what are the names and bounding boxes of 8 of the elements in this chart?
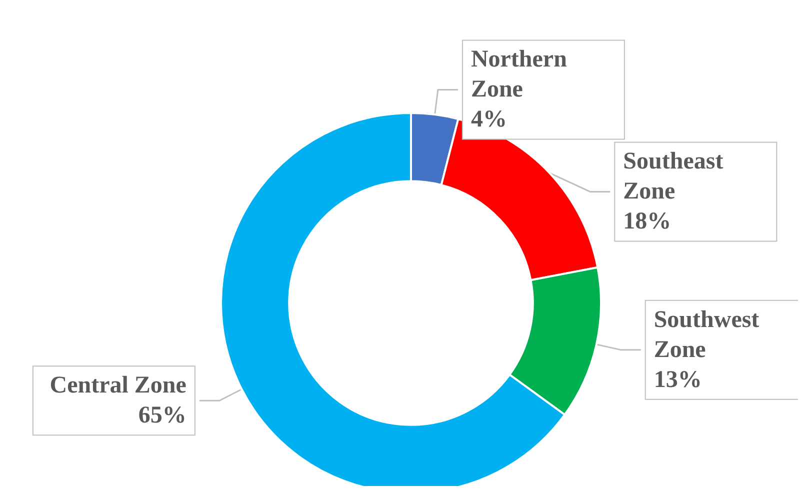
data-label: 13% xyxy=(654,366,702,393)
data-label: 65% xyxy=(138,402,186,429)
data-label: 18% xyxy=(623,208,672,235)
slice-label: Southeast Zone xyxy=(623,148,730,205)
data-label: 4% xyxy=(470,106,507,133)
slice-label: Central Zone xyxy=(50,372,187,399)
slice-label: Northern Zone xyxy=(470,46,573,103)
slice-label: Southwest Zone xyxy=(654,306,766,363)
